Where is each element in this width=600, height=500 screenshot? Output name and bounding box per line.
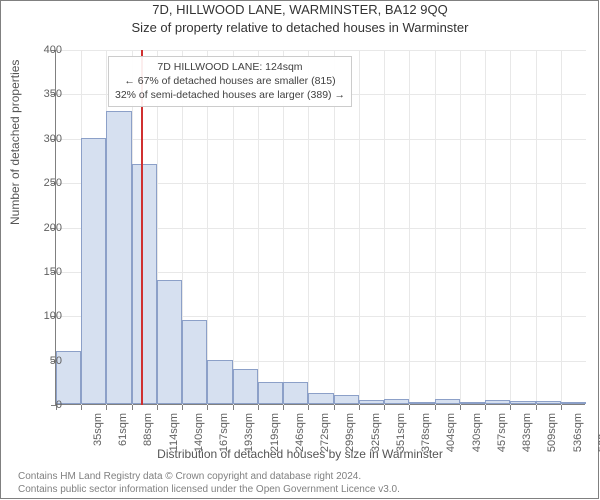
y-axis-label: Number of detached properties bbox=[8, 60, 22, 225]
x-tick-label: 536sqm bbox=[572, 413, 584, 453]
plot-region: 7D HILLWOOD LANE: 124sqm← 67% of detache… bbox=[55, 50, 585, 405]
x-tick-mark bbox=[561, 405, 562, 410]
gridline-v bbox=[536, 50, 537, 405]
x-tick-mark bbox=[258, 405, 259, 410]
gridline-v bbox=[510, 50, 511, 405]
histogram-bar bbox=[460, 402, 485, 404]
y-tick-label: 250 bbox=[22, 177, 62, 189]
histogram-bar bbox=[409, 402, 434, 404]
x-tick-label: 88sqm bbox=[142, 413, 154, 453]
gridline-v bbox=[409, 50, 410, 405]
x-tick-label: 378sqm bbox=[420, 413, 432, 453]
histogram-bar bbox=[157, 280, 182, 404]
x-tick-label: 509sqm bbox=[546, 413, 558, 453]
x-tick-mark bbox=[409, 405, 410, 410]
annotation-line-1: 7D HILLWOOD LANE: 124sqm bbox=[115, 60, 345, 74]
histogram-bar bbox=[132, 164, 157, 404]
histogram-bar bbox=[81, 138, 106, 404]
x-tick-mark bbox=[283, 405, 284, 410]
y-tick-label: 350 bbox=[22, 88, 62, 100]
x-tick-mark bbox=[510, 405, 511, 410]
histogram-bar bbox=[308, 393, 333, 404]
gridline-v bbox=[485, 50, 486, 405]
y-tick-label: 0 bbox=[22, 399, 62, 411]
x-tick-label: 61sqm bbox=[117, 413, 129, 453]
histogram-bar bbox=[334, 395, 359, 404]
histogram-bar bbox=[359, 400, 384, 404]
x-tick-mark bbox=[182, 405, 183, 410]
chart-area: 7D HILLWOOD LANE: 124sqm← 67% of detache… bbox=[55, 50, 585, 405]
y-tick-label: 200 bbox=[22, 222, 62, 234]
x-tick-mark bbox=[308, 405, 309, 410]
footer-line-1: Contains HM Land Registry data © Crown c… bbox=[18, 471, 400, 484]
histogram-bar bbox=[510, 401, 535, 404]
annotation-line-2: ← 67% of detached houses are smaller (81… bbox=[115, 74, 345, 88]
y-tick-label: 150 bbox=[22, 266, 62, 278]
x-tick-label: 404sqm bbox=[445, 413, 457, 453]
x-tick-label: 325sqm bbox=[370, 413, 382, 453]
y-tick-label: 300 bbox=[22, 133, 62, 145]
annotation-box: 7D HILLWOOD LANE: 124sqm← 67% of detache… bbox=[108, 56, 352, 107]
histogram-bar bbox=[233, 369, 258, 405]
histogram-bar bbox=[536, 401, 561, 404]
gridline-v bbox=[359, 50, 360, 405]
chart-container: 7D, HILLWOOD LANE, WARMINSTER, BA12 9QQ … bbox=[0, 0, 600, 500]
x-tick-mark bbox=[435, 405, 436, 410]
x-tick-mark bbox=[81, 405, 82, 410]
gridline-h bbox=[56, 139, 586, 140]
chart-title: 7D, HILLWOOD LANE, WARMINSTER, BA12 9QQ bbox=[0, 2, 600, 17]
x-tick-mark bbox=[460, 405, 461, 410]
gridline-v bbox=[460, 50, 461, 405]
gridline-v bbox=[435, 50, 436, 405]
y-tick-label: 100 bbox=[22, 310, 62, 322]
x-tick-label: 35sqm bbox=[92, 413, 104, 453]
histogram-bar bbox=[435, 399, 460, 404]
x-tick-mark bbox=[132, 405, 133, 410]
x-tick-label: 457sqm bbox=[496, 413, 508, 453]
x-tick-label: 193sqm bbox=[243, 413, 255, 453]
gridline-v bbox=[384, 50, 385, 405]
x-tick-label: 167sqm bbox=[218, 413, 230, 453]
x-tick-label: 219sqm bbox=[269, 413, 281, 453]
histogram-bar bbox=[182, 320, 207, 404]
histogram-bar bbox=[207, 360, 232, 404]
x-tick-mark bbox=[233, 405, 234, 410]
gridline-h bbox=[56, 50, 586, 51]
histogram-bar bbox=[106, 111, 131, 404]
histogram-bar bbox=[485, 400, 510, 404]
x-tick-mark bbox=[334, 405, 335, 410]
y-tick-label: 50 bbox=[22, 355, 62, 367]
x-tick-label: 351sqm bbox=[395, 413, 407, 453]
x-tick-label: 272sqm bbox=[319, 413, 331, 453]
x-tick-label: 246sqm bbox=[294, 413, 306, 453]
x-tick-mark bbox=[359, 405, 360, 410]
x-tick-mark bbox=[106, 405, 107, 410]
footer-line-2: Contains public sector information licen… bbox=[18, 484, 400, 497]
x-tick-mark bbox=[207, 405, 208, 410]
annotation-line-3: 32% of semi-detached houses are larger (… bbox=[115, 88, 345, 102]
x-tick-mark bbox=[157, 405, 158, 410]
x-tick-mark bbox=[485, 405, 486, 410]
histogram-bar bbox=[561, 402, 586, 404]
x-tick-label: 483sqm bbox=[521, 413, 533, 453]
x-tick-label: 299sqm bbox=[344, 413, 356, 453]
x-tick-label: 114sqm bbox=[168, 413, 180, 453]
histogram-bar bbox=[283, 382, 308, 404]
histogram-bar bbox=[384, 399, 409, 404]
chart-subtitle: Size of property relative to detached ho… bbox=[0, 20, 600, 35]
gridline-v bbox=[561, 50, 562, 405]
histogram-bar bbox=[258, 382, 283, 404]
footer-credits: Contains HM Land Registry data © Crown c… bbox=[18, 471, 400, 496]
x-tick-mark bbox=[384, 405, 385, 410]
y-tick-label: 400 bbox=[22, 44, 62, 56]
x-tick-label: 140sqm bbox=[193, 413, 205, 453]
x-tick-label: 430sqm bbox=[471, 413, 483, 453]
x-tick-mark bbox=[536, 405, 537, 410]
